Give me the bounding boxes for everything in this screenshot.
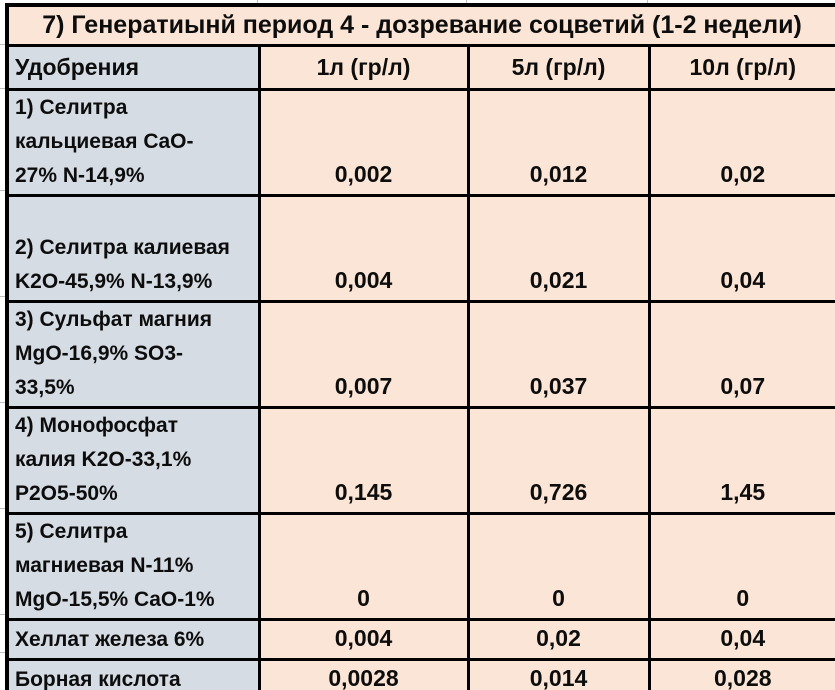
dose-value-cell[interactable]: 0,028: [647, 657, 835, 690]
fertilizer-name-cell[interactable]: 5) Селитра магниевая N-11% MgO-15,5% CaO…: [5, 511, 261, 621]
sheet-gridline: [647, 0, 648, 4]
dose-value-cell[interactable]: 0,726: [466, 405, 651, 515]
sheet-gridline: [466, 0, 467, 4]
dose-value-cell[interactable]: 0,012: [466, 87, 651, 197]
dose-value-cell[interactable]: 0: [257, 511, 470, 621]
dose-value-cell[interactable]: 0,004: [257, 617, 470, 661]
sheet-gridline: [0, 190, 5, 191]
table-row: 5) Селитра магниевая N-11% MgO-15,5% CaO…: [5, 511, 835, 621]
dose-value-cell[interactable]: 0,037: [466, 299, 651, 409]
dose-value-cell[interactable]: 0,004: [257, 193, 470, 303]
header-cell-fertilizers[interactable]: Удобрения: [5, 43, 261, 91]
dose-value-cell[interactable]: 0,021: [466, 193, 651, 303]
dose-value-cell[interactable]: 0,02: [466, 617, 651, 661]
fertilizer-table-body: 1) Селитра кальциевая CaO- 27% N-14,9% 0,…: [5, 87, 835, 690]
dose-value-cell[interactable]: 0,002: [257, 87, 470, 197]
table-row: 3) Сульфат магния MgO-16,9% SO3- 33,5% 0,…: [5, 299, 835, 409]
sheet-gridline: [0, 652, 5, 653]
dose-value-cell[interactable]: 0: [466, 511, 651, 621]
fertilizer-name-cell[interactable]: 4) Монофосфат калия K2O-33,1% P2O5-50%: [5, 405, 261, 515]
header-row: Удобрения 1л (гр/л) 5л (гр/л) 10л (гр/л): [5, 43, 835, 91]
dose-value-cell[interactable]: 0,0028: [257, 657, 470, 690]
table-row: 4) Монофосфат калия K2O-33,1% P2O5-50% 0,…: [5, 405, 835, 515]
sheet-gridline: [257, 0, 258, 4]
dose-value-cell[interactable]: 0,014: [466, 657, 651, 690]
table-row: Борная кислота 0,0028 0,014 0,028: [5, 657, 835, 690]
fertilizer-name-cell[interactable]: Хеллат железа 6%: [5, 617, 261, 661]
fertilizer-name-cell[interactable]: 3) Сульфат магния MgO-16,9% SO3- 33,5%: [5, 299, 261, 409]
table-row: 1) Селитра кальциевая CaO- 27% N-14,9% 0,…: [5, 87, 835, 197]
sheet-gridline: [0, 508, 5, 509]
fertilizer-name-cell[interactable]: Борная кислота: [5, 657, 261, 690]
dose-value-cell[interactable]: 0: [647, 511, 835, 621]
dose-value-cell[interactable]: 0,04: [647, 617, 835, 661]
dose-value-cell[interactable]: 1,45: [647, 405, 835, 515]
sheet-gridline: [0, 614, 5, 615]
fertilizer-name-cell[interactable]: 2) Селитра калиевая K2O-45,9% N-13,9%: [5, 193, 261, 303]
table-row: 2) Селитра калиевая K2O-45,9% N-13,9% 0,0…: [5, 193, 835, 303]
dose-value-cell[interactable]: 0,07: [647, 299, 835, 409]
title-row: 7) Генератиынй период 4 - дозревание соц…: [5, 3, 835, 47]
sheet-gridline: [0, 88, 5, 89]
header-cell-5l[interactable]: 5л (гр/л): [466, 43, 651, 91]
dose-value-cell[interactable]: 0,04: [647, 193, 835, 303]
fertilizer-name-cell[interactable]: 1) Селитра кальциевая CaO- 27% N-14,9%: [5, 87, 261, 197]
sheet-gridline: [0, 296, 5, 297]
header-cell-1l[interactable]: 1л (гр/л): [257, 43, 470, 91]
sheet-gridline: [0, 402, 5, 403]
dose-value-cell[interactable]: 0,007: [257, 299, 470, 409]
dose-value-cell[interactable]: 0,145: [257, 405, 470, 515]
fertilizer-table: 7) Генератиынй период 4 - дозревание соц…: [5, 3, 835, 690]
dose-value-cell[interactable]: 0,02: [647, 87, 835, 197]
table-row: Хеллат железа 6% 0,004 0,02 0,04: [5, 617, 835, 661]
sheet-gridline: [0, 44, 5, 45]
table-title-cell[interactable]: 7) Генератиынй период 4 - дозревание соц…: [5, 3, 835, 47]
header-cell-10l[interactable]: 10л (гр/л): [647, 43, 835, 91]
